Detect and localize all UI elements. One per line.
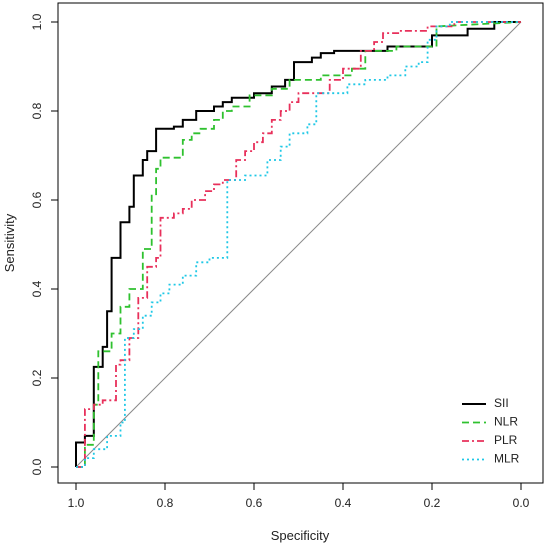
roc-curve-nlr [76, 21, 522, 468]
y-tick-label-1: 0.2 [30, 369, 44, 386]
roc-curve-sii [75, 21, 521, 467]
plot-frame [57, 2, 544, 484]
x-tick-label-0: 1.0 [68, 496, 85, 510]
legend-label-nlr: NLR [494, 415, 518, 429]
reference-diagonal-line [75, 21, 522, 468]
y-axis: 0.0 0.2 0.4 0.6 0.8 1.0 [30, 13, 58, 475]
x-tick-label-2: 0.6 [246, 496, 263, 510]
legend-label-mlr: MLR [494, 452, 520, 466]
y-axis-title: Sensitivity [2, 213, 17, 272]
x-tick-label-4: 0.2 [424, 496, 441, 510]
y-tick-label-2: 0.4 [30, 280, 44, 297]
x-tick-label-5: 0.0 [513, 496, 530, 510]
x-axis: 1.0 0.8 0.6 0.4 0.2 0.0 [68, 483, 530, 510]
y-tick-label-4: 0.8 [30, 102, 44, 119]
x-tick-label-1: 0.8 [157, 496, 174, 510]
y-tick-label-0: 0.0 [30, 458, 44, 475]
x-axis-title: Specificity [271, 528, 330, 543]
legend-label-plr: PLR [494, 433, 518, 447]
roc-curves [75, 21, 522, 468]
roc-curve-mlr [76, 21, 521, 468]
y-tick-label-5: 1.0 [30, 13, 44, 30]
legend: SII NLR PLR MLR [462, 396, 520, 466]
x-tick-label-3: 0.4 [335, 496, 352, 510]
legend-label-sii: SII [494, 396, 509, 410]
y-tick-label-3: 0.6 [30, 191, 44, 208]
